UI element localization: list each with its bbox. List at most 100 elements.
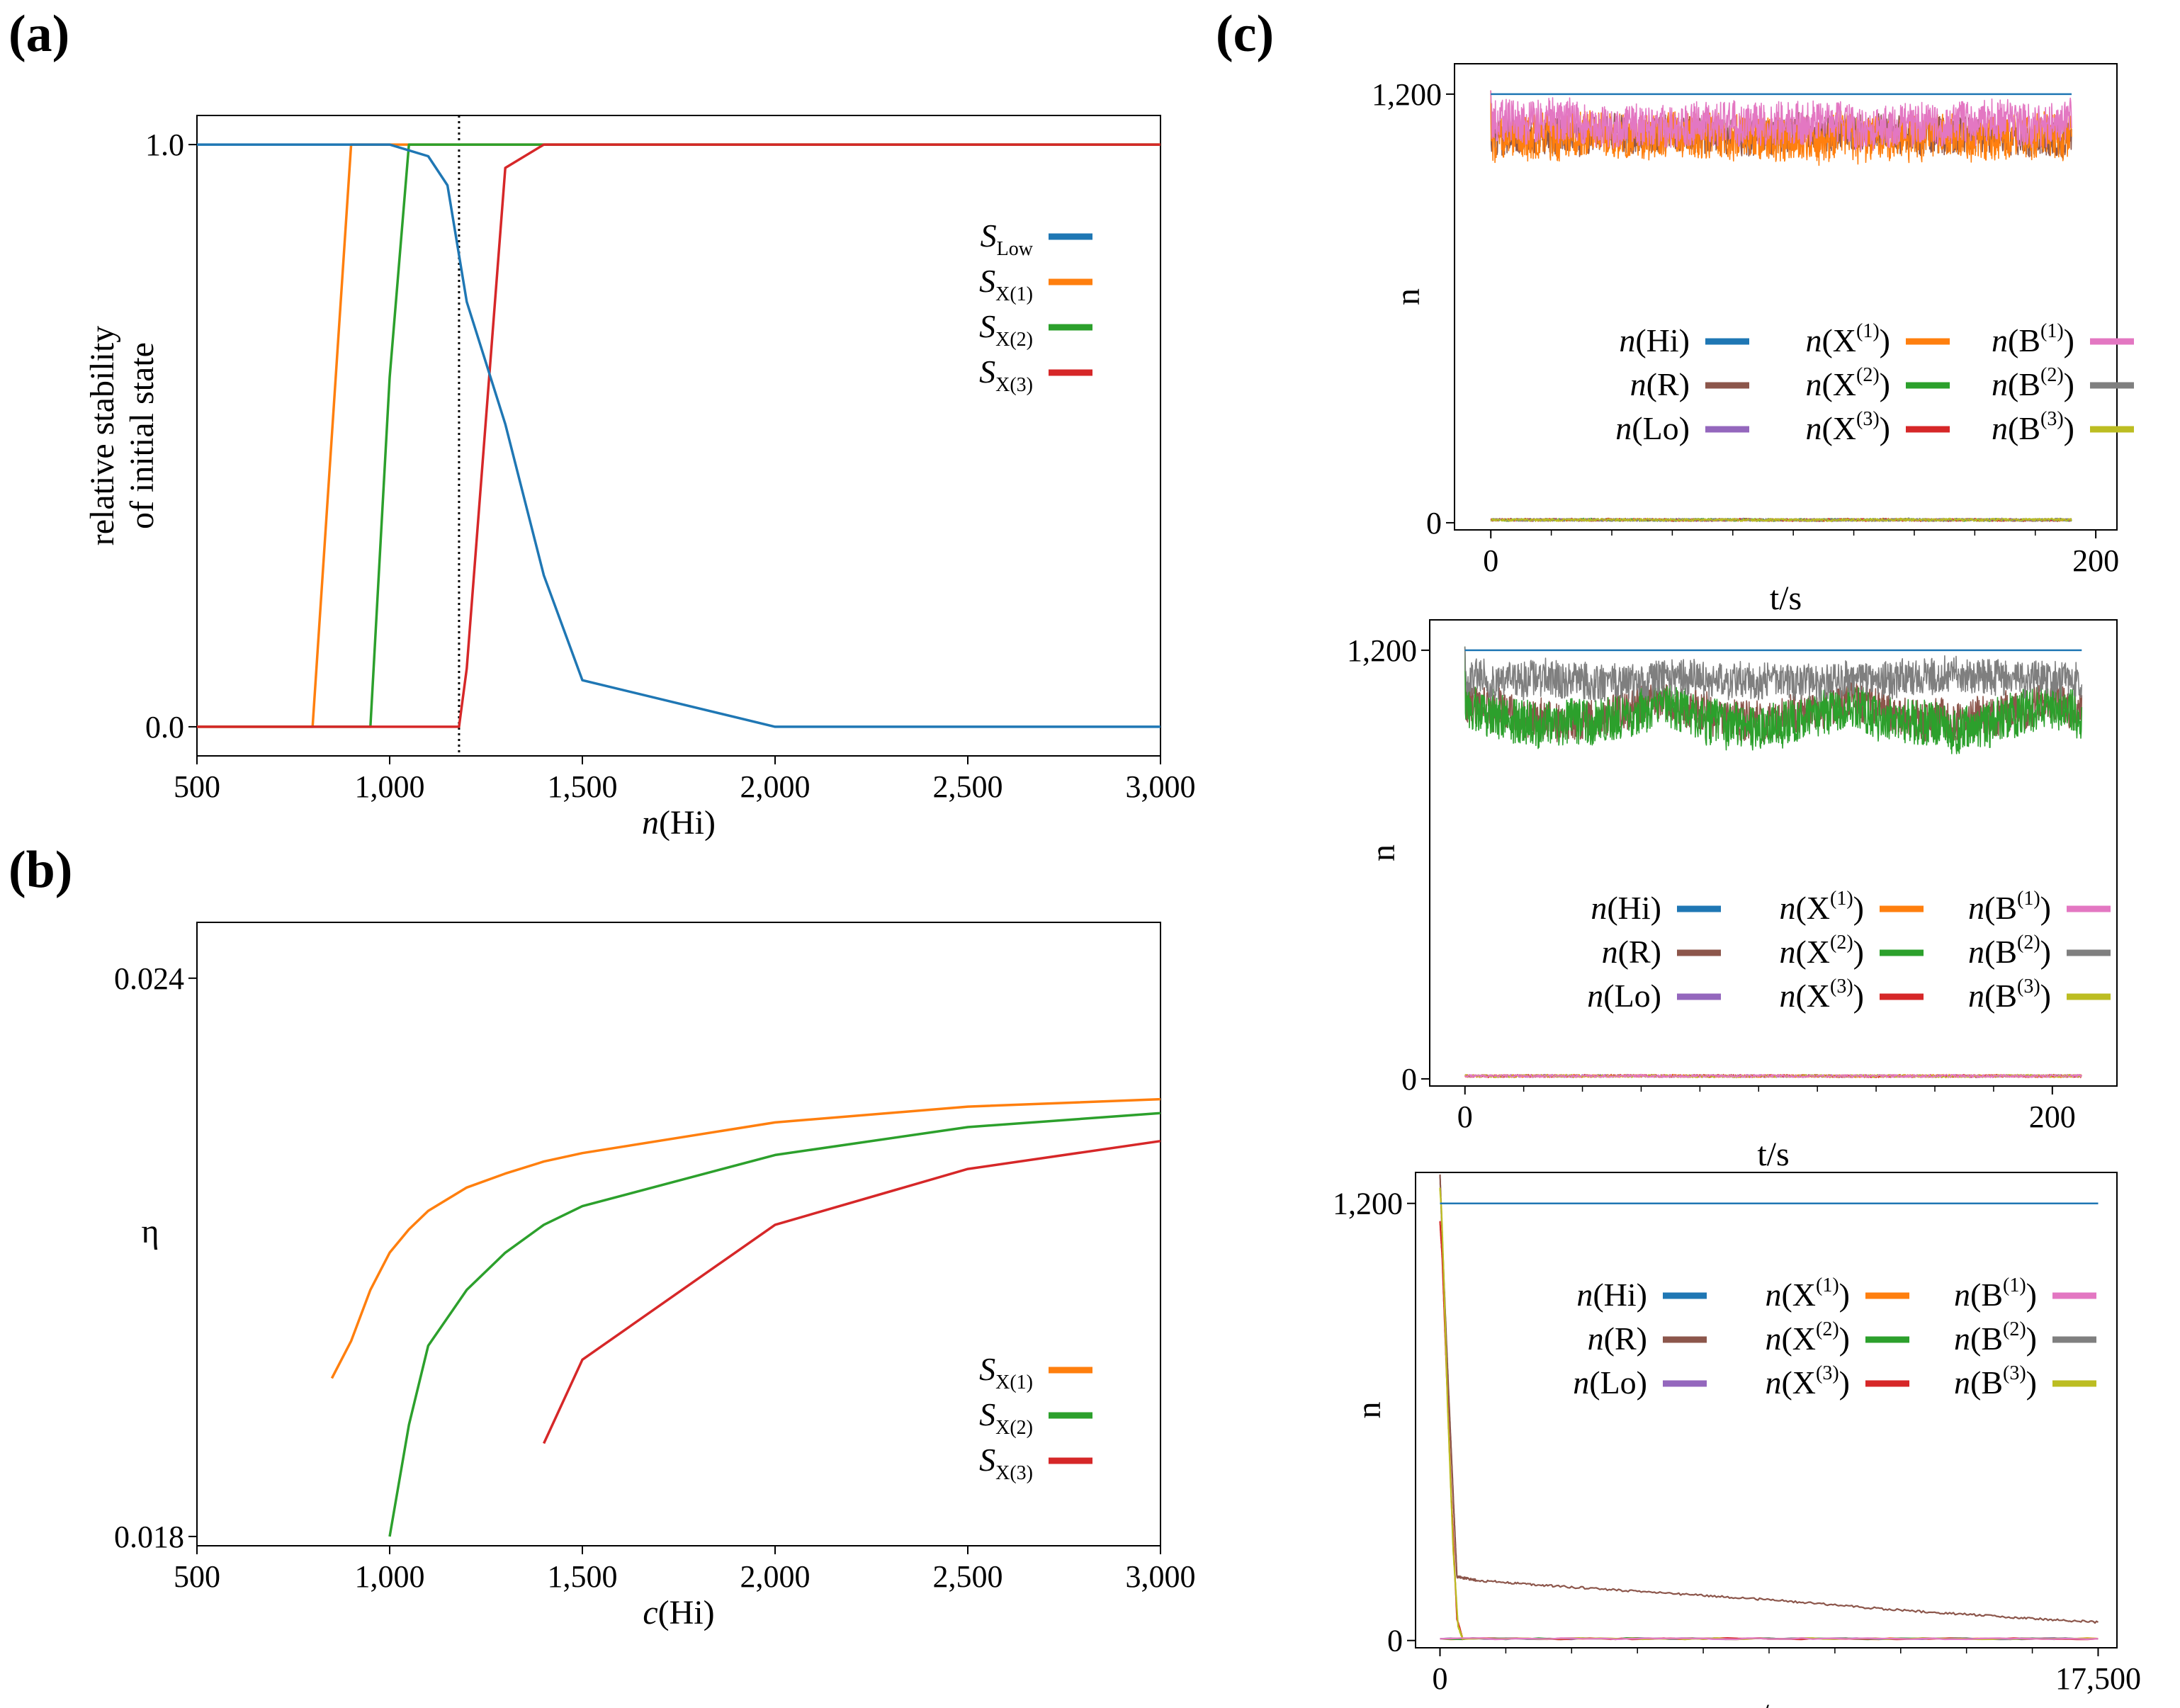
legend-label: n(B(1))	[1992, 320, 2074, 358]
legend-label: n(X(3))	[1805, 408, 1890, 446]
series-line-green	[388, 1112, 1161, 1537]
y-axis-label: η	[141, 1213, 159, 1250]
legend-label: n(R)	[1630, 366, 1690, 402]
x-axis-label: t/s	[1750, 1697, 1782, 1708]
legend-label: n(R)	[1602, 934, 1661, 970]
series-line-red	[197, 143, 1160, 728]
legend-label: n(B(2))	[1992, 364, 2074, 402]
y-tick-label: 1.0	[145, 128, 184, 162]
x-tick-label: 2,000	[740, 1559, 811, 1594]
legend-label: SX(3)	[979, 1442, 1033, 1484]
legend-label: n(B(2))	[1968, 932, 2051, 970]
x-axis-label: t/s	[1770, 579, 1802, 617]
legend-label: n(X(1))	[1765, 1274, 1850, 1313]
panel-label-c: (c)	[1216, 5, 1274, 63]
legend-label: n(Lo)	[1615, 410, 1690, 446]
series-line-pink	[1440, 1637, 2099, 1641]
y-tick-label: 0	[1426, 506, 1442, 541]
x-tick-label: 0	[1433, 1661, 1448, 1696]
x-axis-label: c(Hi)	[643, 1594, 714, 1631]
x-tick-label: 500	[174, 769, 220, 804]
axes-frame	[1454, 63, 2118, 531]
legend-label: SLow	[981, 217, 1034, 260]
y-axis-label: n	[1365, 844, 1402, 861]
x-tick-label: 0	[1457, 1099, 1473, 1134]
legend-label: n(X(1))	[1779, 888, 1864, 926]
legend-label: n(X(2))	[1805, 364, 1890, 402]
x-tick-label: 500	[174, 1559, 220, 1594]
series-line-orange	[197, 143, 1160, 728]
legend-label: n(X(3))	[1779, 975, 1864, 1014]
axes-frame	[196, 115, 1161, 757]
legend-label: SX(2)	[979, 308, 1033, 351]
axes-frame	[1429, 619, 2118, 1087]
legend-label: n(B(2))	[1954, 1318, 2037, 1357]
legend-label: n(X(2))	[1779, 932, 1864, 970]
chart-c3: 0 17,500 0 1,200 t/s n n(Hi) n(R) n(Lo) n(X(1)) n(…	[1333, 1172, 2141, 1708]
series-line-green	[1464, 646, 2083, 754]
series-line-green	[197, 143, 1160, 728]
y-axis-label: n	[1389, 288, 1427, 305]
x-tick-label: 2,500	[933, 769, 1003, 804]
legend-label: n(Lo)	[1573, 1364, 1647, 1401]
x-tick-label: 0	[1483, 543, 1498, 578]
x-tick-label: 200	[2072, 543, 2119, 578]
x-tick-label: 3,000	[1126, 1559, 1196, 1594]
y-axis-label: n	[1350, 1402, 1388, 1419]
y-axis-label: relative stabilityof initial state	[84, 326, 161, 546]
x-tick-label: 200	[2029, 1099, 2076, 1134]
y-tick-label: 0	[1387, 1624, 1403, 1658]
series-line-orange	[330, 1097, 1161, 1379]
series-line-pink	[1464, 1073, 2082, 1078]
y-tick-label: 0.018	[114, 1520, 184, 1554]
series-line-olive	[1439, 1187, 2099, 1641]
legend-label: n(B(1))	[1968, 888, 2051, 926]
x-tick-label: 2,500	[933, 1559, 1003, 1594]
legend-label: n(B(1))	[1954, 1274, 2037, 1313]
legend-label: n(B(3))	[1992, 408, 2074, 446]
legend-label: n(Hi)	[1619, 322, 1690, 358]
legend-label: SX(3)	[979, 354, 1033, 396]
y-tick-label: 1,200	[1347, 633, 1417, 668]
chart-c1: 0 200 0 1,200 t/s n n(Hi) n(R) n(Lo) n(X(1)) n(X(2…	[1372, 63, 2134, 617]
x-tick-label: 3,000	[1126, 769, 1196, 804]
series-line-gray	[1464, 646, 2083, 703]
axes-frame	[196, 922, 1161, 1546]
x-tick-label: 1,500	[548, 769, 618, 804]
chart-b: 500 1,000 1,500 2,000 2,500 3,000 0.018 0.024 c(…	[114, 922, 1196, 1631]
legend-label: n(X(3))	[1765, 1362, 1850, 1401]
x-tick-label: 2,000	[740, 769, 811, 804]
chart-c2: 0 200 0 1,200 t/s n n(Hi) n(R) n(Lo) n(X(1)) n(X(2…	[1347, 619, 2118, 1173]
x-axis-label: t/s	[1757, 1136, 1789, 1173]
x-axis-label: n(Hi)	[642, 804, 716, 842]
y-tick-label: 0.0	[145, 710, 184, 745]
series-line-brown	[1439, 1174, 2099, 1624]
series-line-blue	[197, 143, 1160, 728]
series-line-pink	[1490, 90, 2072, 152]
legend-label: n(X(1))	[1805, 320, 1890, 358]
y-tick-label: 1,200	[1333, 1187, 1403, 1221]
panel-label-a: (a)	[9, 5, 69, 63]
x-tick-label: 17,500	[2055, 1661, 2141, 1696]
legend-label: n(Hi)	[1576, 1277, 1647, 1313]
legend-label: n(Hi)	[1591, 890, 1661, 926]
x-tick-label: 1,500	[548, 1559, 618, 1594]
legend-label: SX(2)	[979, 1396, 1033, 1439]
x-tick-label: 1,000	[355, 769, 425, 804]
chart-a: 500 1,000 1,500 2,000 2,500 3,000 0.0 1.0 n(Hi) r…	[84, 115, 1196, 842]
legend-label: SX(1)	[979, 1351, 1033, 1393]
series-line-olive	[1490, 517, 2072, 523]
legend-label: n(B(3))	[1968, 975, 2051, 1014]
series-line-red	[543, 1139, 1161, 1444]
y-tick-label: 0	[1401, 1062, 1417, 1097]
legend-label: n(X(2))	[1765, 1318, 1850, 1357]
legend-label: n(R)	[1588, 1320, 1647, 1357]
y-tick-label: 0.024	[114, 961, 184, 996]
legend-label: n(B(3))	[1954, 1362, 2037, 1401]
axes-frame	[1415, 1172, 2118, 1648]
y-tick-label: 1,200	[1372, 77, 1442, 112]
panel-label-b: (b)	[9, 841, 72, 899]
legend-label: n(Lo)	[1587, 978, 1661, 1014]
x-tick-label: 1,000	[355, 1559, 425, 1594]
